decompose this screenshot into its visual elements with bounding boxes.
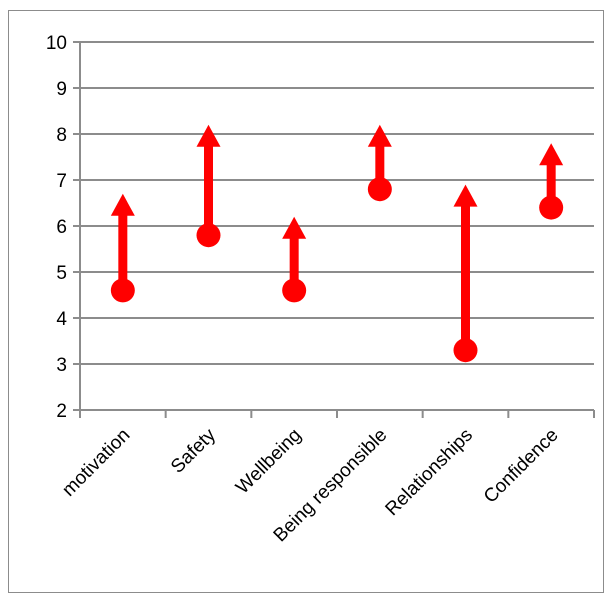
arrow-head <box>196 124 221 147</box>
start-dot <box>282 278 307 303</box>
arrow-head <box>367 124 392 147</box>
y-tick-label-5: 5 <box>56 263 67 284</box>
start-dot <box>453 338 478 363</box>
y-tick-label-6: 6 <box>56 217 67 238</box>
x-category-label: Relationships <box>382 425 478 521</box>
x-category-label: Wellbeing <box>232 425 306 499</box>
y-tick-label-9: 9 <box>56 79 67 100</box>
arrow-head <box>539 143 564 166</box>
y-tick-label-8: 8 <box>56 125 67 146</box>
arrow-head <box>453 184 478 207</box>
x-category-label: Confidence <box>480 425 563 508</box>
gridlines <box>80 41 594 365</box>
axes <box>73 41 595 418</box>
start-dot <box>196 223 221 248</box>
arrow-head <box>110 193 135 216</box>
data-marks <box>110 124 564 363</box>
x-category-label: motivation <box>58 425 134 501</box>
start-dot <box>539 195 564 220</box>
y-tick-labels: 2 3 4 5 6 7 8 9 10 <box>46 33 68 422</box>
y-tick-label-7: 7 <box>56 171 67 192</box>
y-tick-label-3: 3 <box>56 355 67 376</box>
chart-frame <box>8 10 604 593</box>
y-tick-label-4: 4 <box>56 309 67 330</box>
y-tick-label-2: 2 <box>56 401 67 422</box>
start-dot <box>367 177 392 202</box>
start-dot <box>110 278 135 303</box>
x-category-label: Safety <box>167 424 220 477</box>
y-tick-label-10: 10 <box>46 33 67 54</box>
arrow-head <box>282 216 307 239</box>
